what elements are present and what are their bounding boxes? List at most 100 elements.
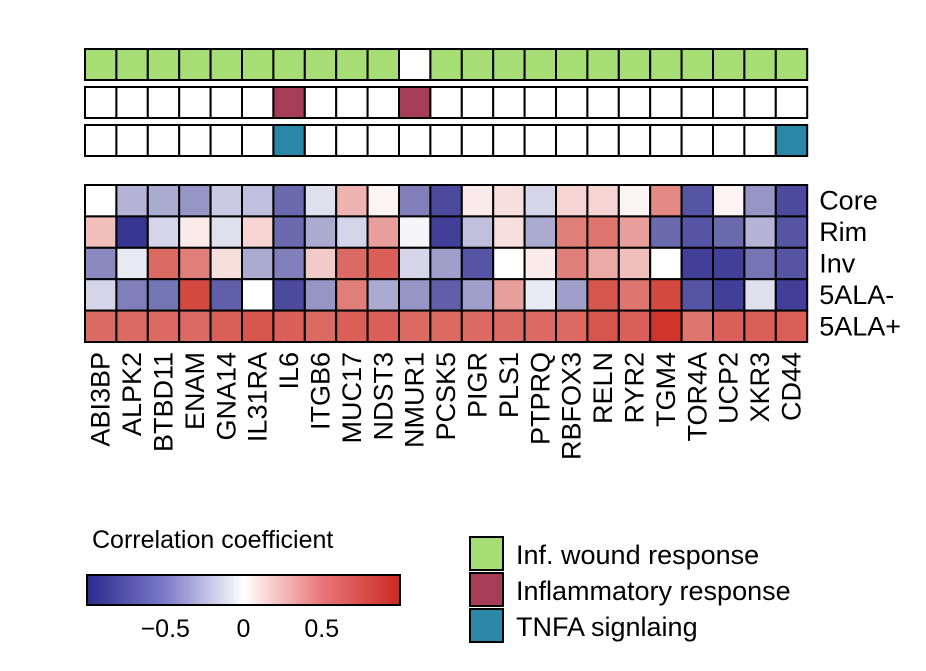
heatmap-cell [84, 309, 118, 344]
heatmap-cell [743, 246, 777, 281]
heatmap-cell [712, 215, 746, 249]
track-cell [335, 124, 369, 157]
heatmap-cell [303, 215, 338, 249]
track-cell [460, 86, 495, 119]
track-cell [209, 86, 244, 119]
heatmap-cell [712, 309, 746, 344]
track-cell [209, 48, 244, 81]
heatmap-cell [555, 184, 589, 218]
heatmap-cell [272, 184, 306, 218]
colorbar-title: Correlation coefficient [92, 526, 333, 554]
heatmap-cell [712, 184, 746, 218]
heatmap-cell [523, 246, 557, 281]
track-cell [366, 86, 401, 119]
track-cell [272, 86, 306, 119]
track-cell [241, 124, 275, 157]
heatmap-cell [429, 278, 463, 312]
heatmap-cell [303, 246, 338, 281]
track-cell [429, 48, 463, 81]
heatmap-cell [492, 246, 526, 281]
heatmap-cell [649, 184, 683, 218]
track-cell [272, 124, 306, 157]
track-cell [680, 48, 714, 81]
heatmap-cell [335, 215, 369, 249]
track-cell [115, 86, 149, 119]
heatmap-cell [146, 309, 181, 344]
heatmap-cell [272, 278, 306, 312]
heatmap-cell [743, 309, 777, 344]
column-label: IL6 [274, 352, 304, 390]
column-labels: ABI3BP ALPK2 BTBD11 ENAM GNA14 IL31RA IL6 ITGB6… [86, 352, 807, 460]
heatmap-cell [617, 184, 652, 218]
legend-label: Inflammatory response [516, 576, 791, 606]
track-cell [712, 124, 746, 157]
heatmap-cell [146, 184, 181, 218]
heatmap-cell [680, 215, 714, 249]
heatmap-cell [398, 184, 432, 218]
heatmap-cell [115, 215, 149, 249]
heatmap-cell [586, 215, 620, 249]
track-cell [84, 124, 118, 157]
heatmap-cell [398, 309, 432, 344]
track-cell [774, 48, 809, 81]
track-cell [680, 86, 714, 119]
column-label: TGM4 [651, 352, 681, 427]
track-cell [178, 48, 212, 81]
heatmap-cell [178, 215, 212, 249]
track-cell [586, 48, 620, 81]
track-cell [146, 86, 181, 119]
track-cell [178, 86, 212, 119]
heatmap-cell [460, 278, 495, 312]
heatmap-cell [146, 246, 181, 281]
track-cell [523, 86, 557, 119]
column-label: ITGB6 [306, 352, 336, 430]
heatmap-cell [649, 246, 683, 281]
legend-swatch [469, 608, 504, 643]
heatmap-cell [743, 184, 777, 218]
heatmap-cell [429, 184, 463, 218]
track-cell [303, 48, 338, 81]
track-cell [649, 86, 683, 119]
track-cell [743, 48, 777, 81]
track-cell [303, 124, 338, 157]
legend-swatch [469, 572, 504, 607]
heatmap-cell [366, 309, 401, 344]
heatmap-cell [115, 246, 149, 281]
heatmap-cell [429, 309, 463, 344]
column-label: MUC17 [337, 352, 367, 444]
heatmap-cell [555, 278, 589, 312]
track-cell [209, 124, 244, 157]
heatmap-cell [398, 246, 432, 281]
heatmap-cell [617, 278, 652, 312]
track-cell [178, 124, 212, 157]
heatmap-cell [209, 309, 244, 344]
heatmap-cell [586, 184, 620, 218]
annotation-tracks [84, 48, 809, 157]
heatmap-cell [115, 309, 149, 344]
column-label: RBFOX3 [557, 352, 587, 460]
legend-label: TNFA signlaing [516, 612, 698, 642]
track-cell [241, 86, 275, 119]
heatmap-cell [335, 184, 369, 218]
heatmap-cell [743, 278, 777, 312]
heatmap-cell [84, 278, 118, 312]
heatmap-cell [272, 215, 306, 249]
heatmap-cell [303, 278, 338, 312]
heatmap-cell [335, 309, 369, 344]
heatmap-cell [555, 246, 589, 281]
heatmap-cell [241, 184, 275, 218]
track-cell [398, 86, 432, 119]
track-cell [272, 48, 306, 81]
row-label: 5ALA- [819, 280, 894, 310]
column-label: CD44 [777, 352, 807, 421]
heatmap-cell [460, 309, 495, 344]
column-label: UCP2 [714, 352, 744, 424]
column-label: PCSK5 [431, 352, 461, 441]
track-cell [398, 124, 432, 157]
row-label: Rim [819, 217, 867, 247]
heatmap-cell [586, 278, 620, 312]
heatmap-cell [303, 309, 338, 344]
column-label: TOR4A [682, 352, 712, 442]
heatmap-cell [366, 246, 401, 281]
